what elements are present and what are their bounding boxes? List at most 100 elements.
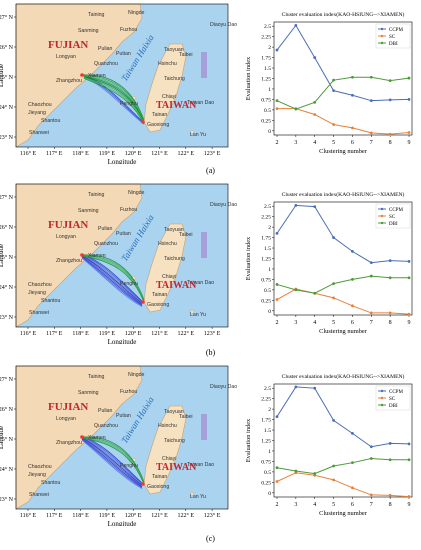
legend-label: CCPM	[389, 28, 403, 33]
legend-label: DBI	[389, 404, 398, 409]
region-label-fujian: FUJIAN	[48, 219, 88, 231]
series-line-sc	[276, 288, 410, 315]
data-point-sc	[388, 311, 392, 315]
lat-tick-label: 23° N	[0, 314, 14, 321]
data-point-dbi	[388, 458, 392, 462]
x-tick-label: 7	[370, 502, 373, 508]
place-label: Hsinchu	[158, 61, 177, 67]
place-label: Jieyang	[28, 290, 46, 296]
data-point-dbi	[275, 466, 279, 470]
legend-marker	[380, 396, 384, 400]
trajectory-cluster-green	[83, 77, 145, 124]
y-tick-label: 2.5	[264, 204, 271, 210]
figure-row-a: Taining Ningde Sanming Fuzhou Pulian Putian Lo…	[0, 2, 421, 182]
map-ylabel: Latitude	[0, 64, 5, 87]
place-label: Shantou	[41, 480, 60, 486]
lon-tick-label: 121° E	[151, 330, 168, 337]
data-point-ccpm	[407, 98, 411, 101]
data-point-dbi	[407, 458, 411, 462]
lon-tick-label: 122° E	[178, 330, 195, 337]
place-label: Shanwei	[29, 310, 49, 316]
lon-tick-label: 119° E	[99, 150, 116, 157]
xiamen-port-dot	[80, 253, 84, 257]
place-label: Taibei	[179, 414, 193, 420]
place-label: Tainan	[152, 292, 167, 298]
x-tick-label: 8	[389, 502, 392, 508]
lon-tick-label: 117° E	[46, 330, 63, 337]
x-tick-label: 7	[370, 320, 373, 326]
data-point-dbi	[275, 99, 279, 103]
lat-tick-label: 23° N	[0, 496, 14, 503]
place-label: Diaoyu Dao	[210, 384, 237, 390]
place-label: Shanwei	[29, 492, 49, 498]
y-tick-label: 2	[268, 45, 271, 51]
place-label: Penghu	[120, 463, 138, 469]
gaoxiong-port-dot	[141, 300, 145, 304]
place-label: Shanwei	[29, 130, 49, 136]
data-point-dbi	[294, 469, 298, 473]
place-label: Fuzhou	[120, 207, 137, 213]
place-label: Taichung	[164, 438, 185, 444]
place-label: Lan Yu	[190, 132, 206, 138]
figure-row-b: Taining Ningde Sanming Fuzhou Pulian Putian Lo…	[0, 182, 421, 362]
place-label: Xiamen	[88, 73, 106, 79]
y-tick-label: 2	[268, 225, 271, 231]
y-tick-label: 0	[268, 309, 271, 315]
place-label: Taoyuan	[164, 409, 184, 415]
lon-tick-label: 118° E	[72, 150, 89, 157]
place-label: Hsinchu	[158, 241, 177, 247]
lon-tick-label: 116° E	[20, 150, 37, 157]
x-tick-label: 4	[313, 140, 316, 146]
region-label-fujian: FUJIAN	[48, 401, 88, 413]
x-tick-label: 6	[351, 502, 354, 508]
data-point-sc	[275, 298, 279, 301]
lon-tick-label: 123° E	[204, 150, 221, 157]
series-line-dbi	[276, 275, 409, 294]
lon-tick-label: 123° E	[204, 512, 221, 519]
lon-tick-label: 117° E	[46, 512, 63, 519]
place-label: Penghu	[120, 101, 138, 107]
legend-marker	[380, 221, 384, 225]
data-point-sc	[332, 478, 335, 482]
place-label: Taichung	[164, 76, 185, 82]
region-label-taiwan: TAIWAN	[156, 280, 197, 291]
x-tick-label: 9	[408, 140, 411, 146]
trajectory-cluster-blue	[81, 255, 143, 304]
restricted-zone	[201, 414, 207, 440]
legend-label: CCPM	[389, 390, 403, 395]
trajectory-cluster-green	[83, 438, 145, 484]
data-point-ccpm	[294, 203, 298, 207]
legend-marker	[380, 214, 384, 218]
caption-a: (a)	[206, 166, 215, 175]
y-tick-label: 0.5	[264, 108, 271, 114]
place-label: Lan Yu	[190, 494, 206, 500]
lon-tick-label: 116° E	[20, 330, 37, 337]
data-point-dbi	[351, 278, 354, 281]
y-tick-label: 2.25	[261, 35, 271, 41]
taiwan-island	[143, 43, 187, 133]
data-point-dbi	[351, 461, 354, 465]
place-label: Taoyuan	[164, 227, 184, 233]
x-tick-label: 2	[276, 140, 279, 146]
trajectory-cluster-blue	[81, 257, 143, 307]
y-tick-label: 0	[268, 491, 271, 497]
place-label: Shantou	[41, 118, 60, 124]
taiwan-island	[143, 223, 187, 313]
place-label: Xiamen	[88, 253, 106, 259]
data-point-sc	[351, 304, 354, 308]
place-label: Ningde	[128, 372, 145, 378]
place-label: Pulian	[98, 226, 113, 232]
trajectory-cluster-blue	[81, 439, 143, 489]
data-point-sc	[351, 126, 354, 130]
data-point-ccpm	[388, 98, 392, 102]
place-label: Diaoyu Dao	[210, 202, 237, 208]
lanyu-island	[190, 310, 194, 314]
place-label: Pulian	[98, 408, 113, 414]
y-tick-label: 0.75	[261, 277, 271, 283]
series-line-sc	[277, 108, 410, 135]
lon-tick-label: 121° E	[151, 150, 168, 157]
data-point-ccpm	[275, 48, 279, 52]
lon-tick-label: 118° E	[72, 330, 89, 337]
